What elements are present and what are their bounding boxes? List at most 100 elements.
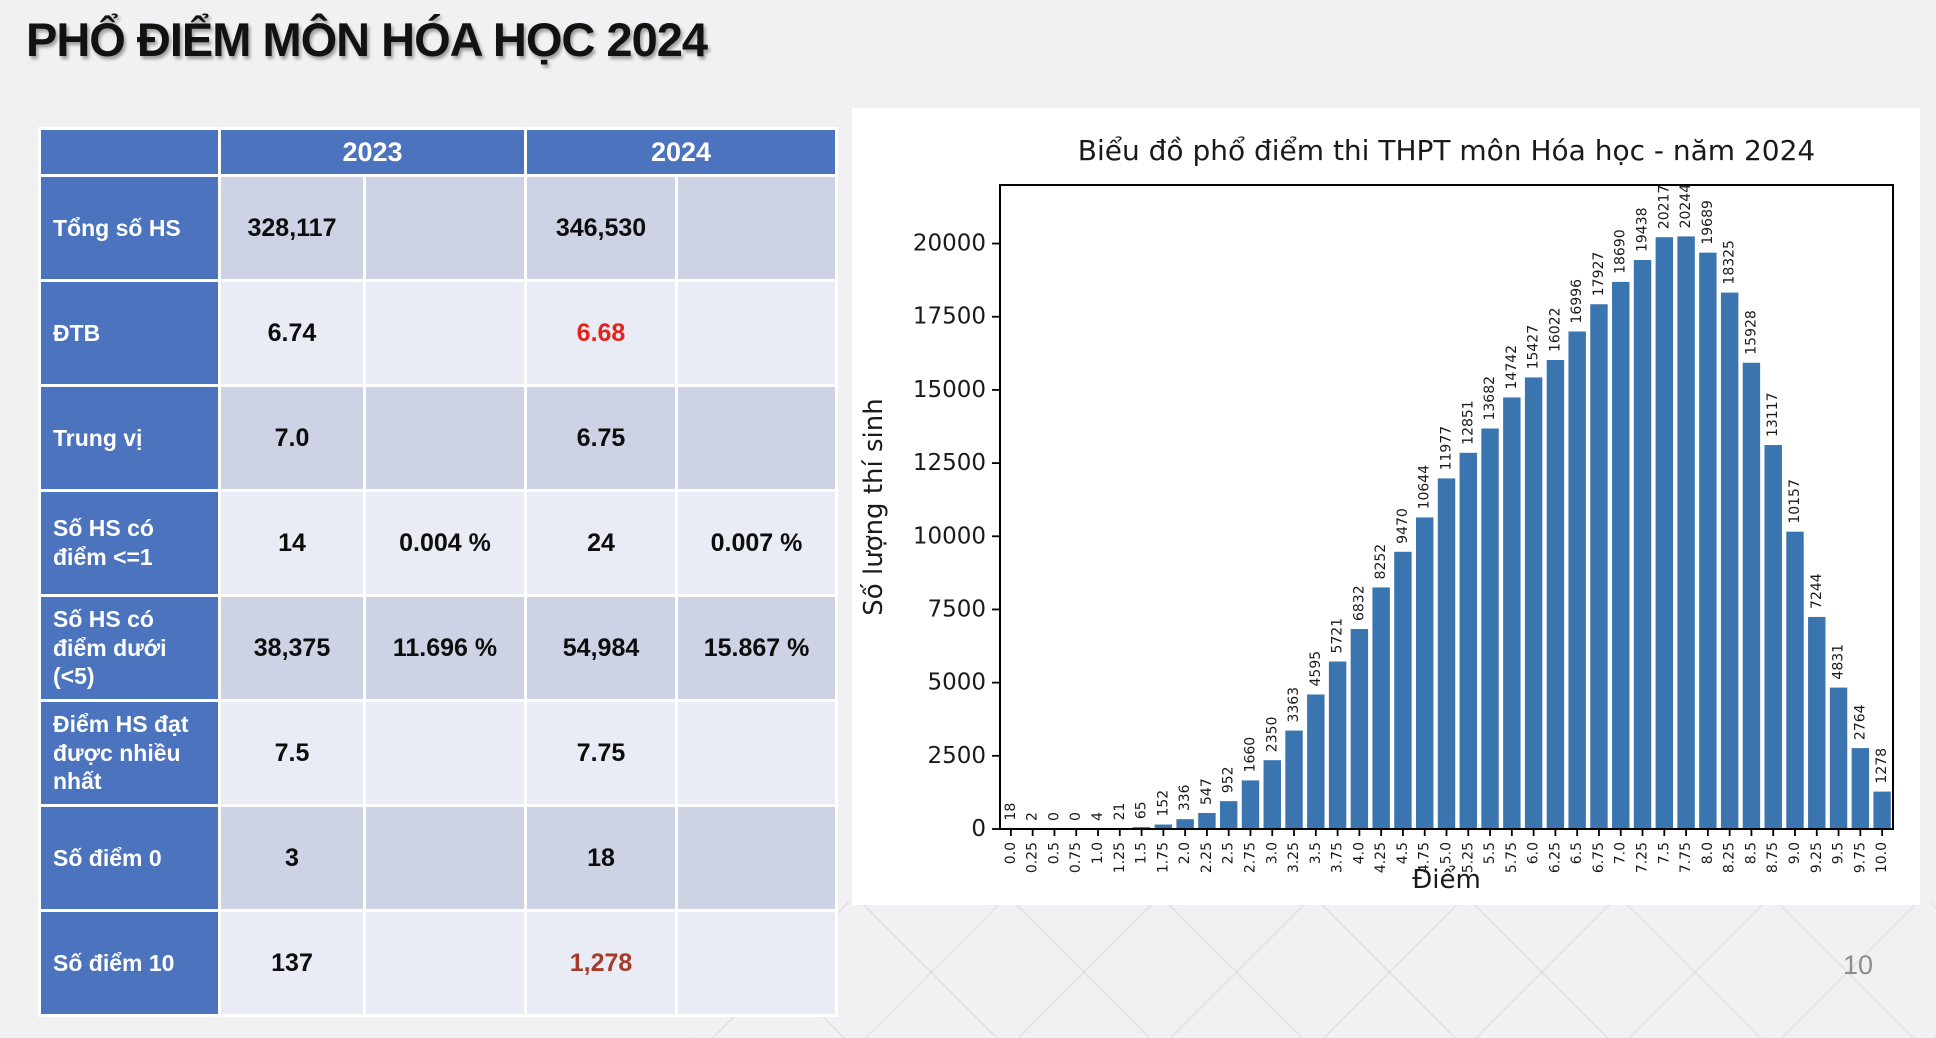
- bar: [1612, 281, 1630, 830]
- percent-2023: [366, 702, 525, 804]
- y-tick-label: 10000: [913, 523, 986, 549]
- table-row: Số điểm 10 137 1,278: [41, 912, 836, 1014]
- percent-2023: 0.004 %: [366, 492, 525, 594]
- bar-value-label: 3363: [1286, 687, 1302, 723]
- x-tick-label: 7.0: [1613, 842, 1629, 864]
- table-header-row: 2023 2024: [41, 130, 836, 174]
- x-tick-label: 4.5: [1395, 842, 1411, 864]
- x-tick-label: 10.0: [1874, 842, 1890, 873]
- bar-value-label: 2764: [1852, 704, 1868, 740]
- bar-value-label: 18: [1003, 803, 1019, 821]
- bar: [1503, 397, 1521, 829]
- percent-2023: [366, 912, 525, 1014]
- x-tick-label: 5.5: [1482, 842, 1498, 864]
- value-2024: 24: [527, 492, 676, 594]
- bar-value-label: 15928: [1743, 310, 1759, 355]
- row-label: Tổng số HS: [41, 177, 218, 279]
- bar-value-label: 18690: [1613, 229, 1629, 274]
- score-stats-table: 2023 2024 Tổng số HS 328,117 346,530 ĐTB 6.7…: [38, 127, 839, 1017]
- table-row: Số điểm 0 3 18: [41, 807, 836, 909]
- bar-value-label: 2350: [1264, 717, 1280, 753]
- bar: [1524, 377, 1543, 829]
- percent-2023: [366, 807, 525, 909]
- x-tick-label: 5.25: [1460, 842, 1476, 873]
- bar: [1764, 445, 1782, 829]
- slide-title: PHỔ ĐIỂM MÔN HÓA HỌC 2024: [26, 13, 708, 66]
- bar-value-label: 11977: [1439, 426, 1455, 471]
- score-distribution-bar-chart: Biểu đồ phổ điểm thi THPT môn Hóa học - …: [859, 134, 1894, 895]
- x-tick-label: 9.25: [1809, 842, 1825, 873]
- bar-value-label: 10644: [1417, 465, 1433, 510]
- bar-value-label: 0: [1046, 812, 1062, 821]
- x-tick-label: 7.5: [1656, 842, 1672, 864]
- x-tick-label: 4.25: [1373, 842, 1389, 873]
- row-label: Điểm HS đạt được nhiều nhất: [41, 702, 218, 804]
- x-tick-label: 5.0: [1439, 842, 1455, 864]
- percent-2024: [678, 912, 836, 1014]
- bar-value-label: 2: [1025, 812, 1041, 821]
- value-2024: 54,984: [527, 597, 676, 699]
- row-label: Số điểm 10: [41, 912, 218, 1014]
- x-tick-label: 2.0: [1177, 842, 1193, 864]
- x-tick-label: 3.25: [1286, 842, 1302, 873]
- y-tick-label: 0: [971, 816, 986, 842]
- bar: [1720, 292, 1739, 829]
- value-2023: 137: [221, 912, 363, 1014]
- percent-2023: 11.696 %: [366, 597, 525, 699]
- bar-value-label: 547: [1199, 778, 1215, 805]
- table-corner-cell: [41, 130, 218, 174]
- bar: [1851, 748, 1870, 829]
- x-tick-label: 7.25: [1635, 842, 1651, 873]
- y-tick-label: 20000: [913, 231, 986, 257]
- table-row: Số HS có điểm dưới (<5) 38,375 11.696 % 54,…: [41, 597, 836, 699]
- x-tick-label: 2.5: [1221, 842, 1237, 864]
- bar: [1786, 531, 1804, 829]
- percent-2023: [366, 387, 525, 489]
- x-tick-label: 8.25: [1722, 842, 1738, 873]
- bar-value-label: 4595: [1308, 651, 1324, 687]
- percent-2024: 0.007 %: [678, 492, 836, 594]
- bar-value-label: 336: [1177, 784, 1193, 811]
- bar: [1699, 252, 1717, 829]
- bar-value-label: 0: [1068, 812, 1084, 821]
- x-tick-label: 9.0: [1787, 842, 1803, 864]
- percent-2024: [678, 177, 836, 279]
- x-tick-label: 0.5: [1046, 842, 1062, 864]
- table-row: Số HS có điểm <=1 14 0.004 % 24 0.007 %: [41, 492, 836, 594]
- y-tick-label: 12500: [913, 450, 986, 476]
- x-tick-label: 1.75: [1155, 842, 1171, 873]
- bar-value-label: 17927: [1591, 252, 1607, 297]
- y-tick-label: 5000: [927, 670, 986, 696]
- bar-value-label: 9470: [1395, 508, 1411, 544]
- x-tick-label: 5.75: [1504, 842, 1520, 873]
- bar: [1328, 661, 1347, 829]
- x-tick-label: 1.5: [1134, 842, 1150, 864]
- bar-value-label: 19689: [1700, 200, 1716, 245]
- bar: [1350, 629, 1369, 829]
- percent-2024: 15.867 %: [678, 597, 836, 699]
- percent-2024: [678, 282, 836, 384]
- bar: [1198, 812, 1216, 829]
- x-tick-label: 3.0: [1264, 842, 1280, 864]
- x-axis-label: Điểm: [1412, 864, 1481, 895]
- y-axis-label: Số lượng thí sinh: [859, 398, 889, 615]
- bar-value-label: 16996: [1569, 279, 1585, 324]
- value-2024: 6.68: [527, 282, 676, 384]
- bar: [1219, 801, 1238, 829]
- x-tick-label: 0.0: [1003, 842, 1019, 864]
- value-2023: 7.0: [221, 387, 363, 489]
- x-tick-label: 6.5: [1569, 842, 1585, 864]
- bar: [1394, 551, 1412, 829]
- bar: [1437, 478, 1456, 829]
- bar: [1677, 236, 1695, 830]
- bar: [1546, 359, 1565, 829]
- page-number: 10: [1842, 950, 1874, 980]
- value-2023: 6.74: [221, 282, 363, 384]
- x-tick-label: 2.25: [1199, 842, 1215, 873]
- bar-value-label: 15427: [1526, 325, 1542, 370]
- x-tick-label: 0.25: [1025, 842, 1041, 873]
- x-tick-label: 9.5: [1831, 842, 1847, 864]
- bar: [1285, 730, 1303, 829]
- x-tick-label: 1.25: [1112, 842, 1128, 873]
- bar-value-label: 21: [1112, 803, 1128, 821]
